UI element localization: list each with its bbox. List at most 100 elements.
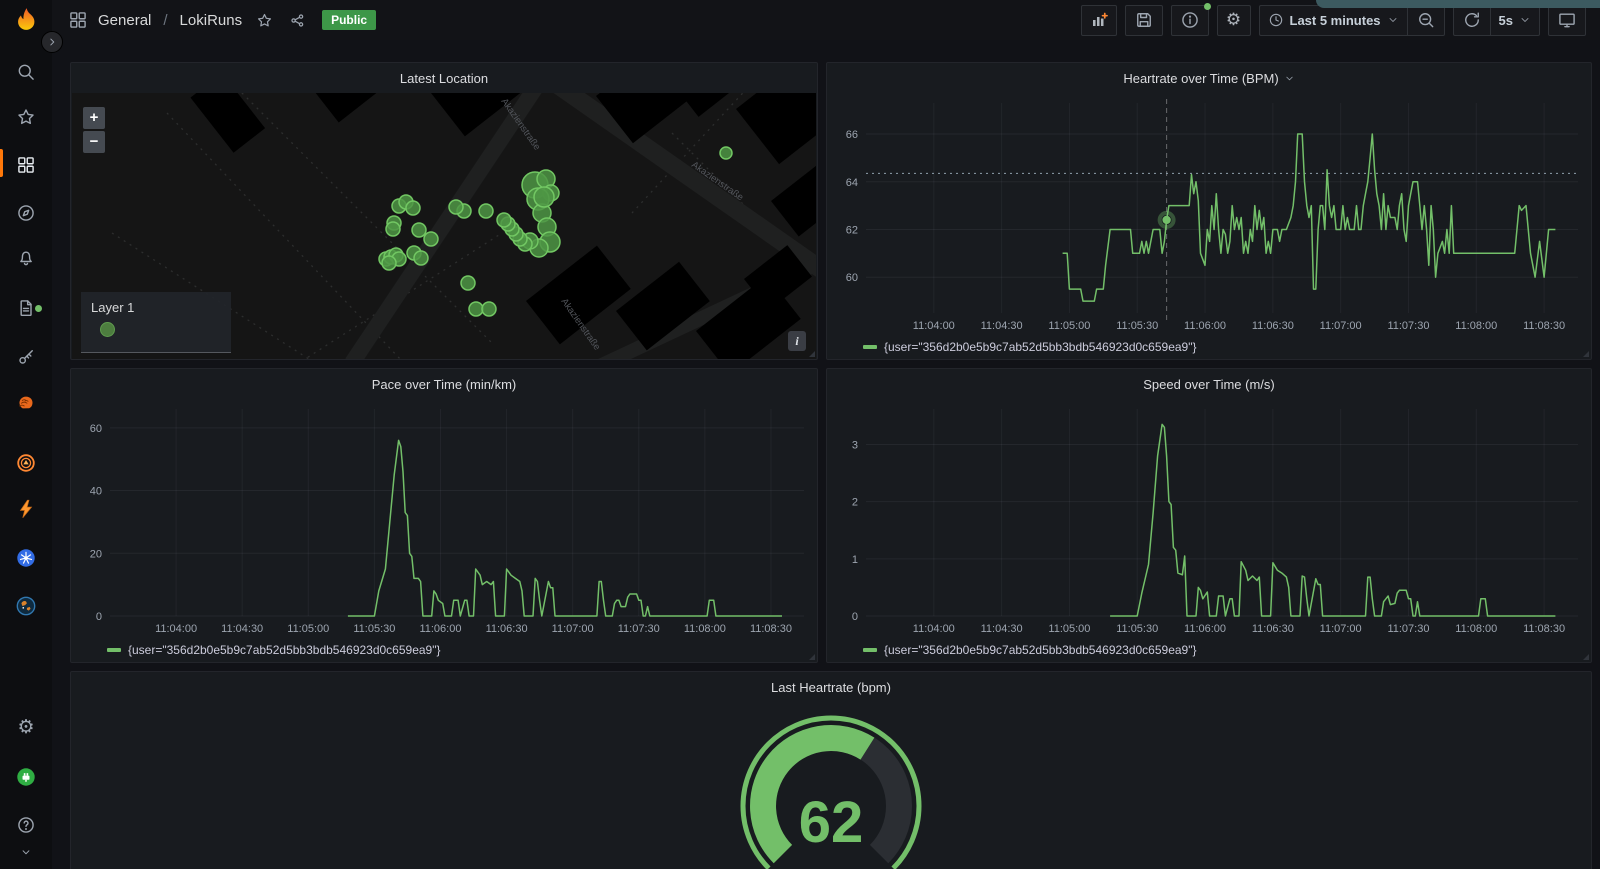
public-badge[interactable]: Public bbox=[322, 10, 377, 30]
svg-text:11:05:00: 11:05:00 bbox=[1048, 623, 1090, 635]
tv-cycle-view-button[interactable] bbox=[1548, 4, 1586, 36]
breadcrumb-separator: / bbox=[163, 11, 168, 29]
sidebar-item-configuration[interactable]: ⚙ bbox=[14, 715, 38, 739]
time-range-picker[interactable]: Last 5 minutes bbox=[1258, 4, 1407, 36]
map-attribution-button[interactable]: i bbox=[788, 331, 806, 351]
sidebar-item-docs[interactable] bbox=[14, 296, 42, 320]
time-range-label: Last 5 minutes bbox=[1289, 12, 1381, 28]
speed-legend[interactable]: {user="356d2b0e5b9c7ab52d5bb3bdb546923d0… bbox=[863, 643, 1197, 657]
sidebar-item-dashboards[interactable] bbox=[14, 153, 38, 177]
brain-icon bbox=[19, 396, 33, 409]
geomap-body: Akazienstraße Akazienstraße Akazienstraße … bbox=[72, 93, 816, 359]
sidebar-scroll-more[interactable] bbox=[14, 840, 38, 864]
breadcrumb-section[interactable]: General bbox=[98, 11, 152, 29]
share-icon[interactable] bbox=[289, 12, 306, 29]
svg-text:11:04:00: 11:04:00 bbox=[155, 623, 197, 635]
svg-text:11:04:30: 11:04:30 bbox=[981, 320, 1023, 332]
panel-speed-header[interactable]: Speed over Time (m/s) bbox=[827, 369, 1591, 399]
svg-text:1: 1 bbox=[852, 554, 858, 566]
pace-chart[interactable]: 11:04:00 11:04:30 11:05:00 11:05:30 11:06:00… bbox=[72, 399, 816, 638]
active-indicator bbox=[0, 149, 3, 177]
dashboard-settings-button[interactable]: ⚙ bbox=[1216, 4, 1251, 36]
chevron-right-icon bbox=[50, 38, 55, 46]
save-dashboard-button[interactable] bbox=[1124, 4, 1163, 36]
search-icon bbox=[18, 64, 34, 80]
svg-text:11:08:30: 11:08:30 bbox=[1523, 623, 1565, 635]
panel-latest-location-header[interactable]: Latest Location bbox=[71, 63, 817, 93]
sidebar-item-alerting[interactable] bbox=[14, 246, 38, 270]
svg-text:11:08:30: 11:08:30 bbox=[1523, 320, 1565, 332]
svg-text:11:04:00: 11:04:00 bbox=[913, 623, 955, 635]
svg-text:11:08:00: 11:08:00 bbox=[684, 623, 726, 635]
panel-latest-location: Latest Location Akazienstraße Akazienstra… bbox=[70, 62, 818, 360]
docs-notification-dot bbox=[35, 305, 42, 312]
grafana-logo[interactable] bbox=[12, 6, 40, 34]
sidebar-item-synthetics-app[interactable] bbox=[14, 594, 38, 618]
sidebar: ⚙ bbox=[0, 0, 52, 869]
svg-text:11:06:00: 11:06:00 bbox=[1184, 623, 1226, 635]
star-favorite-icon[interactable] bbox=[256, 12, 273, 29]
sidebar-item-server-admin-app[interactable] bbox=[14, 765, 38, 789]
svg-text:11:04:30: 11:04:30 bbox=[981, 623, 1023, 635]
sidebar-item-kubernetes-app[interactable] bbox=[14, 546, 38, 570]
panel-menu-caret-icon[interactable] bbox=[1284, 73, 1295, 84]
svg-text:11:07:30: 11:07:30 bbox=[618, 623, 660, 635]
add-panel-button[interactable] bbox=[1080, 4, 1117, 36]
svg-text:66: 66 bbox=[846, 129, 858, 141]
svg-text:0: 0 bbox=[96, 611, 102, 623]
sidebar-item-help[interactable] bbox=[14, 813, 38, 837]
dashboards-grid-icon bbox=[18, 157, 34, 173]
kubernetes-icon bbox=[17, 549, 35, 567]
tooltip-fragment bbox=[1316, 0, 1600, 8]
caret-down-icon bbox=[1389, 18, 1396, 22]
sidebar-expand-button[interactable] bbox=[41, 31, 63, 53]
sidebar-item-ml-app[interactable] bbox=[14, 391, 38, 415]
heartrate-legend[interactable]: {user="356d2b0e5b9c7ab52d5bb3bdb546923d0… bbox=[863, 340, 1197, 354]
panel-heartrate-header[interactable]: Heartrate over Time (BPM) bbox=[827, 63, 1591, 93]
zoom-out-icon bbox=[1418, 13, 1433, 28]
sidebar-item-performance-app[interactable] bbox=[14, 497, 38, 521]
globe-icon bbox=[16, 596, 36, 616]
svg-text:11:04:30: 11:04:30 bbox=[221, 623, 263, 635]
svg-text:20: 20 bbox=[90, 548, 102, 560]
svg-text:11:06:00: 11:06:00 bbox=[1184, 320, 1226, 332]
speed-chart[interactable]: 11:04:00 11:04:30 11:05:00 11:05:30 11:06:00… bbox=[828, 399, 1590, 638]
svg-text:11:04:00: 11:04:00 bbox=[913, 320, 955, 332]
heartrate-gauge: 62 bbox=[740, 715, 922, 869]
map-zoom-out-button[interactable]: − bbox=[83, 131, 105, 153]
heartrate-chart[interactable]: 11:04:00 11:04:30 11:05:00 11:05:30 11:06:00… bbox=[828, 93, 1590, 335]
svg-text:11:05:30: 11:05:30 bbox=[1116, 320, 1158, 332]
sidebar-item-explore[interactable] bbox=[14, 201, 38, 225]
svg-text:11:08:00: 11:08:00 bbox=[1455, 623, 1497, 635]
dashboard-insights-button[interactable] bbox=[1170, 2, 1211, 36]
clock-icon bbox=[1269, 13, 1282, 27]
chevron-down-icon bbox=[22, 850, 30, 855]
map-zoom-in-button[interactable]: + bbox=[83, 107, 105, 129]
sidebar-item-oncall-app[interactable] bbox=[14, 451, 38, 475]
zoom-out-time-button[interactable] bbox=[1406, 4, 1445, 36]
panel-speed: Speed over Time (m/s) 11:04:00 11:04:30 11… bbox=[826, 368, 1592, 663]
panel-last-heartrate-header[interactable]: Last Heartrate (bpm) bbox=[71, 672, 1591, 702]
sidebar-item-starred[interactable] bbox=[14, 105, 38, 129]
panel-title: Heartrate over Time (BPM) bbox=[1123, 70, 1279, 86]
legend-label: {user="356d2b0e5b9c7ab52d5bb3bdb546923d0… bbox=[884, 643, 1197, 657]
panel-pace: Pace over Time (min/km) 11:04:00 11:04:30… bbox=[70, 368, 818, 663]
svg-text:11:07:00: 11:07:00 bbox=[552, 623, 594, 635]
svg-text:11:08:30: 11:08:30 bbox=[750, 623, 792, 635]
oncall-icon bbox=[17, 454, 35, 472]
pace-legend[interactable]: {user="356d2b0e5b9c7ab52d5bb3bdb546923d0… bbox=[107, 643, 441, 657]
refresh-interval-picker[interactable]: 5s bbox=[1489, 4, 1540, 36]
breadcrumb: General / LokiRuns Public bbox=[68, 10, 377, 30]
sidebar-item-api-keys[interactable] bbox=[14, 345, 38, 369]
info-circle-icon bbox=[1181, 12, 1198, 28]
refresh-button[interactable] bbox=[1452, 4, 1490, 36]
geomap[interactable]: Akazienstraße Akazienstraße Akazienstraße … bbox=[72, 93, 816, 359]
svg-text:0: 0 bbox=[852, 611, 858, 623]
panel-pace-header[interactable]: Pace over Time (min/km) bbox=[71, 369, 817, 399]
svg-text:11:06:30: 11:06:30 bbox=[486, 623, 528, 635]
compass-icon bbox=[18, 205, 34, 221]
sidebar-item-search[interactable] bbox=[14, 60, 38, 84]
svg-text:11:05:00: 11:05:00 bbox=[1048, 320, 1090, 332]
